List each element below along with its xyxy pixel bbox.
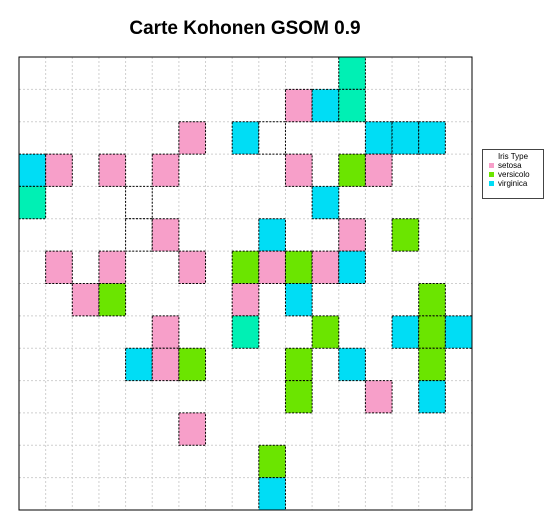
som-cell-empty (125, 185, 153, 220)
som-cell-setosa (284, 88, 313, 123)
som-cell-versicolo (231, 250, 260, 284)
legend: Iris Type setosa versicolo virginica (482, 149, 544, 199)
legend-swatch-setosa (489, 163, 494, 168)
som-cell-mixed (338, 88, 366, 123)
som-cell-setosa (98, 153, 127, 187)
som-cell-setosa (98, 250, 127, 284)
som-cell-versicolo (284, 250, 313, 284)
som-cell-setosa (364, 380, 393, 414)
som-cell-virginica (391, 121, 420, 155)
som-cell-virginica (364, 121, 393, 155)
som-cell-setosa (151, 315, 180, 349)
som-cell-virginica (418, 380, 446, 414)
som-cell-virginica (444, 315, 473, 349)
som-cell-setosa (258, 250, 286, 284)
som-cell-setosa (151, 347, 180, 382)
som-cell-setosa (231, 283, 260, 317)
som-cell-versicolo (391, 218, 420, 252)
som-cell-setosa (151, 153, 180, 187)
legend-label-virginica: virginica (498, 179, 528, 188)
som-cell-setosa (178, 121, 207, 155)
som-cells (18, 56, 473, 511)
plot-frame (18, 56, 473, 511)
som-cell-setosa (45, 153, 73, 187)
som-cell-empty (258, 121, 286, 155)
som-cell-setosa (284, 153, 313, 187)
som-cell-versicolo (98, 283, 127, 317)
som-cell-mixed (18, 185, 47, 220)
legend-swatch-versicolo (489, 172, 494, 177)
legend-item-versicolo: versicolo (489, 170, 543, 179)
som-cell-versicolo (418, 283, 446, 317)
som-cell-versicolo (284, 380, 313, 414)
chart-title: Carte Kohonen GSOM 0.9 (129, 18, 361, 39)
som-cell-versicolo (284, 347, 313, 382)
som-cell-setosa (364, 153, 393, 187)
som-cell-empty (125, 218, 153, 252)
som-cell-mixed (231, 315, 260, 349)
som-cell-virginica (125, 347, 153, 382)
som-cell-setosa (71, 283, 100, 317)
som-cell-setosa (178, 250, 207, 284)
som-cell-versicolo (311, 315, 340, 349)
som-cell-virginica (18, 153, 47, 187)
som-cell-mixed (338, 56, 366, 90)
som-cell-virginica (258, 477, 286, 511)
som-cell-versicolo (258, 444, 286, 479)
legend-label-versicolo: versicolo (498, 170, 530, 179)
som-cell-versicolo (418, 347, 446, 382)
som-cell-virginica (338, 250, 366, 284)
legend-label-setosa: setosa (498, 161, 522, 170)
som-cell-setosa (45, 250, 73, 284)
som-cell-virginica (311, 185, 340, 220)
som-cell-virginica (284, 283, 313, 317)
som-cell-versicolo (178, 347, 207, 382)
som-cell-virginica (258, 218, 286, 252)
legend-item-virginica: virginica (489, 179, 543, 188)
som-cell-virginica (418, 121, 446, 155)
som-cell-setosa (151, 218, 180, 252)
som-cell-virginica (231, 121, 260, 155)
som-cell-versicolo (418, 315, 446, 349)
som-cell-versicolo (338, 153, 366, 187)
som-cell-virginica (311, 88, 340, 123)
legend-swatch-virginica (489, 181, 494, 186)
legend-item-setosa: setosa (489, 161, 543, 170)
som-cell-virginica (391, 315, 420, 349)
som-cell-setosa (178, 412, 207, 446)
som-cell-setosa (338, 218, 366, 252)
legend-title: Iris Type (497, 152, 529, 161)
som-cell-virginica (338, 347, 366, 382)
som-cell-setosa (311, 250, 340, 284)
